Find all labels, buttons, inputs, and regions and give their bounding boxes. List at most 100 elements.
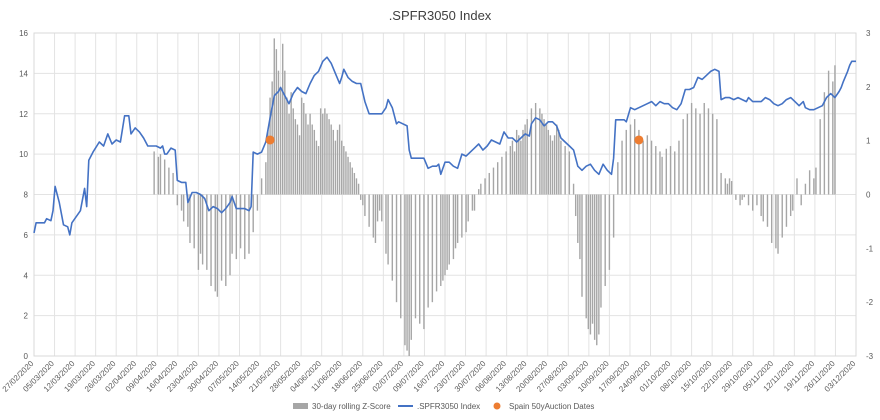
zscore-bar: [332, 129, 334, 195]
zscore-bar: [484, 178, 486, 195]
zscore-bar: [391, 194, 394, 281]
zscore-bar: [581, 194, 583, 297]
zscore-bar: [574, 194, 577, 217]
chart-title: .SPFR3050 Index: [388, 8, 492, 23]
legend-swatch-zscore: [293, 403, 308, 409]
legend-swatch-auction: [493, 402, 501, 410]
zscore-bar: [526, 119, 528, 195]
y-left-tick-label: 2: [24, 312, 29, 321]
zscore-bar: [724, 178, 727, 195]
zscore-bar: [229, 194, 231, 276]
zscore-bar: [442, 194, 444, 281]
zscore-bar: [467, 194, 469, 222]
zscore-bar: [587, 194, 590, 330]
zscore-bar: [770, 194, 773, 243]
zscore-bar: [638, 129, 640, 195]
y-right-tick-label: 3: [866, 29, 871, 38]
zscore-bar: [343, 146, 345, 195]
zscore-bar: [347, 156, 349, 195]
zscore-bar: [231, 194, 233, 254]
zscore-bar: [478, 189, 480, 195]
zscore-bar: [834, 65, 836, 195]
zscore-bar: [739, 194, 741, 206]
y-right-tick-label: 2: [866, 83, 871, 92]
zscore-bar: [678, 140, 680, 195]
zscore-bar: [330, 124, 332, 195]
zscore-bar: [193, 194, 195, 249]
zscore-bar: [206, 194, 208, 270]
zscore-bar: [579, 194, 581, 260]
zscore-bar: [279, 86, 282, 195]
zscore-bar: [695, 108, 697, 195]
auction-marker: [634, 135, 644, 145]
zscore-bar: [560, 140, 562, 195]
zscore-bar: [444, 194, 446, 276]
zscore-bar: [804, 183, 807, 195]
zscore-bar: [452, 194, 455, 260]
zscore-bar: [294, 119, 297, 195]
y-left-tick-label: 12: [19, 110, 28, 119]
zscore-bar: [690, 102, 693, 195]
zscore-bar: [577, 194, 579, 243]
zscore-bar: [520, 140, 522, 195]
zscore-bar: [239, 194, 242, 249]
zscore-bar: [655, 146, 657, 195]
zscore-bar: [334, 140, 337, 195]
zscore-bar: [608, 194, 611, 270]
y-left-tick-label: 4: [24, 271, 29, 280]
zscore-bar: [400, 194, 402, 319]
zscore-bar: [543, 119, 545, 195]
y-left-tick-label: 14: [19, 69, 28, 78]
zscore-bar: [760, 194, 762, 217]
zscore-bar: [324, 108, 326, 195]
zscore-bar: [558, 129, 560, 195]
zscore-bar: [220, 194, 223, 281]
y-left-tick-label: 16: [19, 29, 28, 38]
zscore-bar: [819, 119, 821, 195]
zscore-bar: [827, 70, 830, 195]
zscore-bar: [153, 151, 155, 195]
zscore-bar: [674, 151, 676, 195]
zscore-bar: [612, 194, 615, 238]
zscore-bar: [282, 43, 284, 195]
zscore-bar: [269, 97, 271, 195]
zscore-bar: [766, 194, 769, 227]
zscore-bar: [298, 135, 301, 195]
zscore-bar: [187, 194, 189, 227]
zscore-bar: [534, 102, 537, 195]
zscore-bar: [471, 194, 474, 211]
zscore-bar: [256, 194, 259, 211]
zscore-bar: [292, 108, 294, 195]
zscore-bar: [431, 194, 434, 303]
zscore-bar: [372, 194, 375, 238]
zscore-bar: [511, 140, 514, 195]
zscore-bar: [752, 194, 754, 211]
zscore-bar: [777, 194, 779, 254]
zscore-bar: [180, 194, 183, 211]
zscore-bar: [427, 194, 429, 308]
zscore-bar: [556, 124, 558, 195]
zscore-bar: [553, 135, 556, 195]
zscore-bar: [376, 194, 379, 222]
y-left-tick-label: 10: [19, 150, 28, 159]
zscore-bar: [461, 194, 463, 238]
zscore-bar: [625, 129, 627, 195]
zscore-bar: [541, 113, 543, 195]
zscore-bar: [762, 194, 764, 222]
zscore-bar: [176, 194, 179, 206]
y-right-tick-label: -2: [866, 298, 874, 307]
zscore-bar: [741, 194, 743, 200]
zscore-bar: [368, 194, 370, 227]
zscore-bar: [326, 113, 328, 195]
zscore-bar: [604, 194, 606, 287]
index-line: [33, 56, 856, 236]
zscore-bar: [286, 97, 288, 195]
zscore-bar: [682, 119, 684, 195]
zscore-bar: [522, 129, 524, 195]
zscore-bar: [328, 119, 330, 195]
zscore-bar: [775, 194, 777, 249]
zscore-bar: [313, 129, 316, 195]
zscore-bar: [518, 135, 520, 195]
zscore-bar: [789, 194, 792, 217]
zscore-bar: [189, 194, 191, 243]
